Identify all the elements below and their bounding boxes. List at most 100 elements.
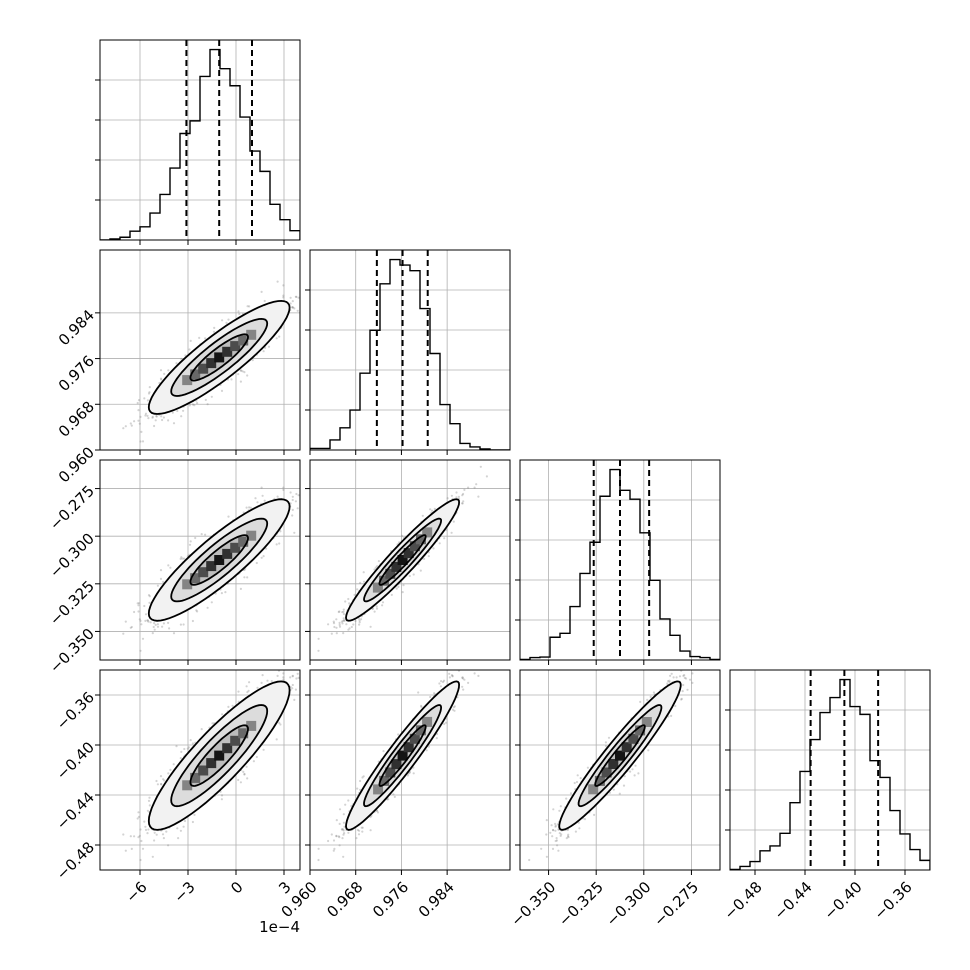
- sample-point: [262, 350, 265, 353]
- sample-point: [137, 602, 141, 605]
- sample-point: [344, 600, 347, 603]
- sample-point: [457, 495, 460, 498]
- histogram-step: [520, 468, 720, 660]
- sample-point: [276, 495, 279, 498]
- sample-point: [291, 683, 294, 687]
- sample-point: [171, 411, 174, 414]
- sample-point: [172, 422, 176, 425]
- y-tick-label: −0.350: [46, 625, 98, 677]
- sample-point: [130, 625, 133, 629]
- sample-point: [348, 602, 351, 605]
- sample-point: [348, 627, 351, 630]
- sample-point: [248, 305, 251, 308]
- sample-point: [138, 422, 141, 425]
- density-cell: [198, 363, 209, 374]
- sample-point: [282, 284, 285, 287]
- sample-point: [347, 628, 350, 631]
- sample-point: [330, 632, 333, 635]
- sample-point: [375, 607, 379, 610]
- sample-point: [136, 817, 139, 820]
- sample-point: [122, 632, 125, 635]
- sample-point: [381, 604, 384, 607]
- sample-point: [200, 533, 203, 536]
- sample-point: [129, 626, 132, 629]
- sample-point: [196, 610, 199, 613]
- sample-point: [138, 834, 141, 838]
- contour-line-outer: [147, 299, 291, 415]
- sample-point: [162, 580, 165, 584]
- sample-point: [161, 625, 164, 628]
- sample-point: [427, 555, 430, 558]
- sample-point: [313, 283, 315, 285]
- density-cell: [206, 358, 217, 369]
- sample-point: [247, 689, 250, 692]
- sample-point: [375, 605, 378, 608]
- sample-point: [390, 593, 393, 597]
- sample-point: [183, 557, 186, 560]
- sample-point: [421, 514, 424, 517]
- sample-point: [186, 747, 189, 750]
- sample-point: [291, 306, 294, 309]
- sample-point: [333, 625, 336, 629]
- sample-point: [297, 494, 300, 497]
- sample-point: [377, 560, 380, 563]
- contour-line-inner: [189, 534, 249, 586]
- sample-point: [143, 820, 146, 823]
- sample-point: [261, 494, 264, 497]
- sample-point: [343, 619, 346, 622]
- sample-point: [225, 321, 228, 324]
- sample-point: [227, 515, 230, 518]
- sample-point: [347, 597, 350, 601]
- sample-point: [291, 514, 294, 517]
- sample-point: [180, 357, 183, 360]
- sample-point: [151, 415, 154, 418]
- sample-point: [153, 424, 156, 428]
- sample-point: [221, 713, 224, 716]
- sample-point: [289, 302, 292, 305]
- sample-point: [335, 618, 338, 621]
- sample-point: [140, 839, 143, 843]
- density-cell: [385, 568, 396, 579]
- sample-point: [431, 509, 434, 512]
- sample-point: [295, 492, 298, 496]
- sample-point: [260, 486, 263, 489]
- sample-point: [291, 498, 294, 502]
- sample-point: [238, 312, 241, 316]
- sample-point: [345, 623, 348, 626]
- contour-line-middle: [170, 317, 269, 397]
- sample-point: [141, 847, 145, 850]
- sample-point: [455, 491, 458, 494]
- axis-frame: [309, 249, 511, 451]
- sample-point: [227, 318, 230, 321]
- sample-point: [159, 577, 163, 581]
- sample-point: [275, 337, 278, 340]
- sample-point: [237, 690, 240, 693]
- sample-point: [485, 475, 488, 478]
- sample-point: [282, 486, 285, 489]
- sample-point: [358, 619, 361, 622]
- sample-point: [175, 362, 178, 365]
- sample-point: [306, 272, 308, 274]
- sample-point: [293, 698, 296, 702]
- y-tick-label: 0.968: [55, 398, 98, 441]
- sample-point: [159, 369, 163, 372]
- density-cell: [238, 536, 249, 547]
- sample-point: [291, 687, 294, 690]
- sample-point: [153, 831, 156, 834]
- contour-line-middle: [170, 517, 269, 603]
- sample-point: [137, 419, 140, 422]
- sample-point: [189, 540, 192, 543]
- sample-point: [296, 672, 299, 675]
- sample-point: [256, 501, 259, 504]
- sample-point: [432, 547, 435, 550]
- sample-point: [461, 502, 464, 505]
- sample-point: [276, 280, 279, 283]
- sample-point: [147, 392, 151, 395]
- sample-point: [401, 591, 404, 594]
- sample-point: [156, 625, 160, 628]
- sample-point: [463, 488, 466, 491]
- sample-point: [180, 415, 183, 418]
- sample-point: [191, 619, 194, 623]
- sample-point: [193, 404, 196, 407]
- sample-point: [297, 296, 300, 299]
